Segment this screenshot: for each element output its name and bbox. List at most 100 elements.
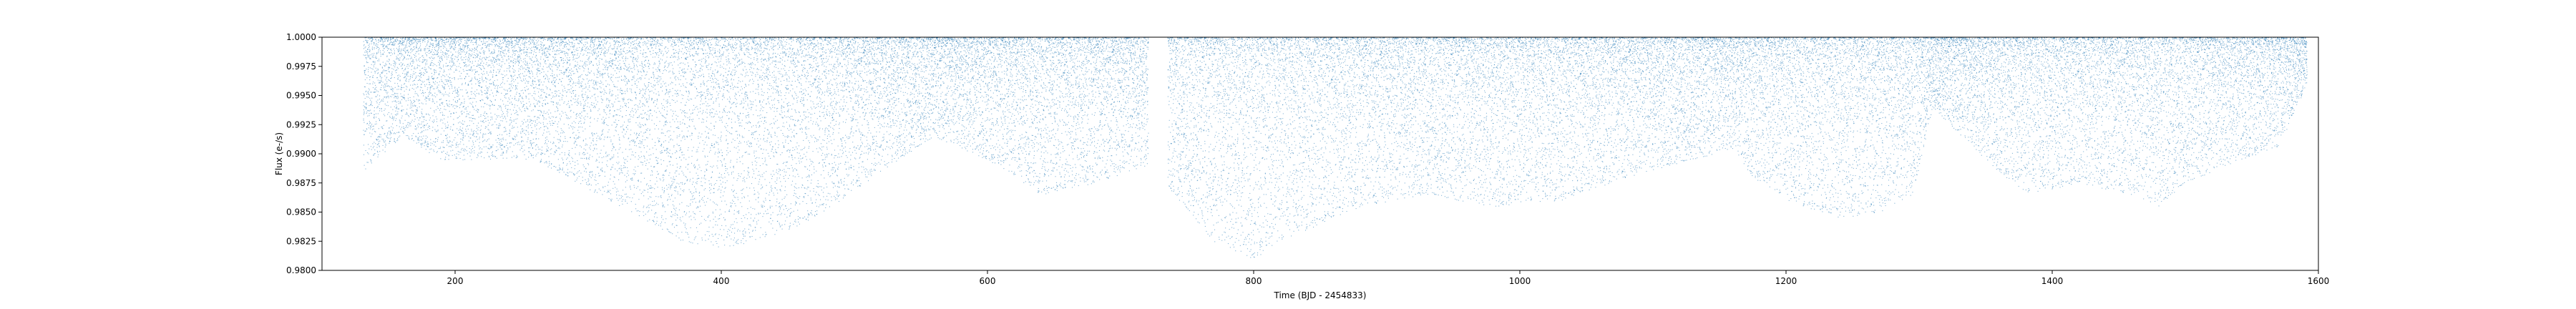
data-point <box>387 40 389 41</box>
data-point <box>396 83 399 84</box>
data-point <box>431 59 433 62</box>
data-point <box>374 89 376 90</box>
data-point <box>374 87 376 89</box>
data-point <box>470 37 472 39</box>
data-point <box>485 46 487 48</box>
data-point <box>575 134 577 136</box>
data-point <box>598 172 600 174</box>
data-point <box>441 127 443 129</box>
data-point <box>576 65 577 67</box>
data-point <box>462 59 464 61</box>
data-point <box>567 84 569 86</box>
data-point <box>570 72 572 74</box>
data-point <box>556 42 557 44</box>
data-point <box>545 57 547 58</box>
data-point <box>429 37 431 39</box>
data-point <box>546 51 547 52</box>
data-point <box>576 37 577 39</box>
data-point <box>582 180 583 182</box>
data-point <box>552 79 554 81</box>
data-point <box>474 49 475 51</box>
data-point <box>479 130 481 132</box>
data-point <box>401 130 404 132</box>
data-point <box>567 75 569 77</box>
data-point <box>562 58 564 59</box>
data-point <box>470 152 472 154</box>
data-point <box>585 167 587 169</box>
data-point <box>482 37 484 39</box>
data-point <box>582 110 584 112</box>
data-point <box>372 126 374 127</box>
data-point <box>498 138 499 139</box>
data-point <box>420 139 421 141</box>
data-point <box>504 106 506 107</box>
data-point <box>368 69 369 70</box>
data-point <box>464 78 465 79</box>
data-point <box>507 51 509 52</box>
data-point <box>561 39 562 40</box>
data-point <box>532 37 534 39</box>
data-point <box>596 132 597 134</box>
data-point <box>404 83 406 84</box>
data-point <box>548 156 550 157</box>
data-point <box>510 59 512 62</box>
data-point <box>482 57 483 59</box>
data-point <box>379 82 381 83</box>
data-point <box>409 78 411 79</box>
data-point <box>532 39 534 41</box>
data-point <box>547 147 549 149</box>
data-point <box>462 37 464 39</box>
data-point <box>543 44 545 46</box>
data-point <box>570 37 572 39</box>
data-point <box>562 131 564 132</box>
data-point <box>401 96 403 97</box>
data-point <box>560 141 561 142</box>
data-point <box>411 40 413 41</box>
data-point <box>532 109 534 111</box>
data-point <box>509 41 511 43</box>
data-point <box>429 57 431 59</box>
data-point <box>384 66 386 67</box>
data-point <box>549 94 550 95</box>
data-point <box>410 84 411 86</box>
data-point <box>589 85 590 87</box>
data-point <box>392 91 394 92</box>
data-point <box>394 132 395 134</box>
data-point <box>538 79 540 81</box>
data-point <box>391 50 392 52</box>
data-point <box>555 51 557 52</box>
data-point <box>595 83 597 84</box>
data-point <box>381 37 383 39</box>
data-point <box>572 132 573 134</box>
data-point <box>371 46 373 48</box>
data-point <box>468 84 469 86</box>
data-point <box>396 138 399 139</box>
data-point <box>560 169 561 170</box>
data-point <box>544 37 545 39</box>
data-point <box>577 138 579 139</box>
data-point <box>562 144 563 146</box>
data-point <box>587 181 589 182</box>
data-point <box>487 97 489 99</box>
data-point <box>452 43 454 44</box>
data-point <box>580 104 582 106</box>
data-point <box>530 58 532 59</box>
data-point <box>449 106 450 107</box>
data-point <box>441 37 442 39</box>
data-point <box>527 127 529 129</box>
data-point <box>511 41 512 43</box>
data-point <box>470 81 472 82</box>
data-point <box>379 80 381 82</box>
data-point <box>422 92 424 93</box>
data-point <box>455 147 457 148</box>
data-point <box>565 70 567 72</box>
data-point <box>593 102 595 104</box>
data-point <box>477 37 479 39</box>
data-point <box>550 89 551 91</box>
data-point <box>525 95 527 97</box>
data-point <box>497 58 499 59</box>
data-point <box>493 82 494 84</box>
data-point <box>399 41 400 42</box>
data-point <box>364 79 366 81</box>
data-point <box>390 55 391 57</box>
